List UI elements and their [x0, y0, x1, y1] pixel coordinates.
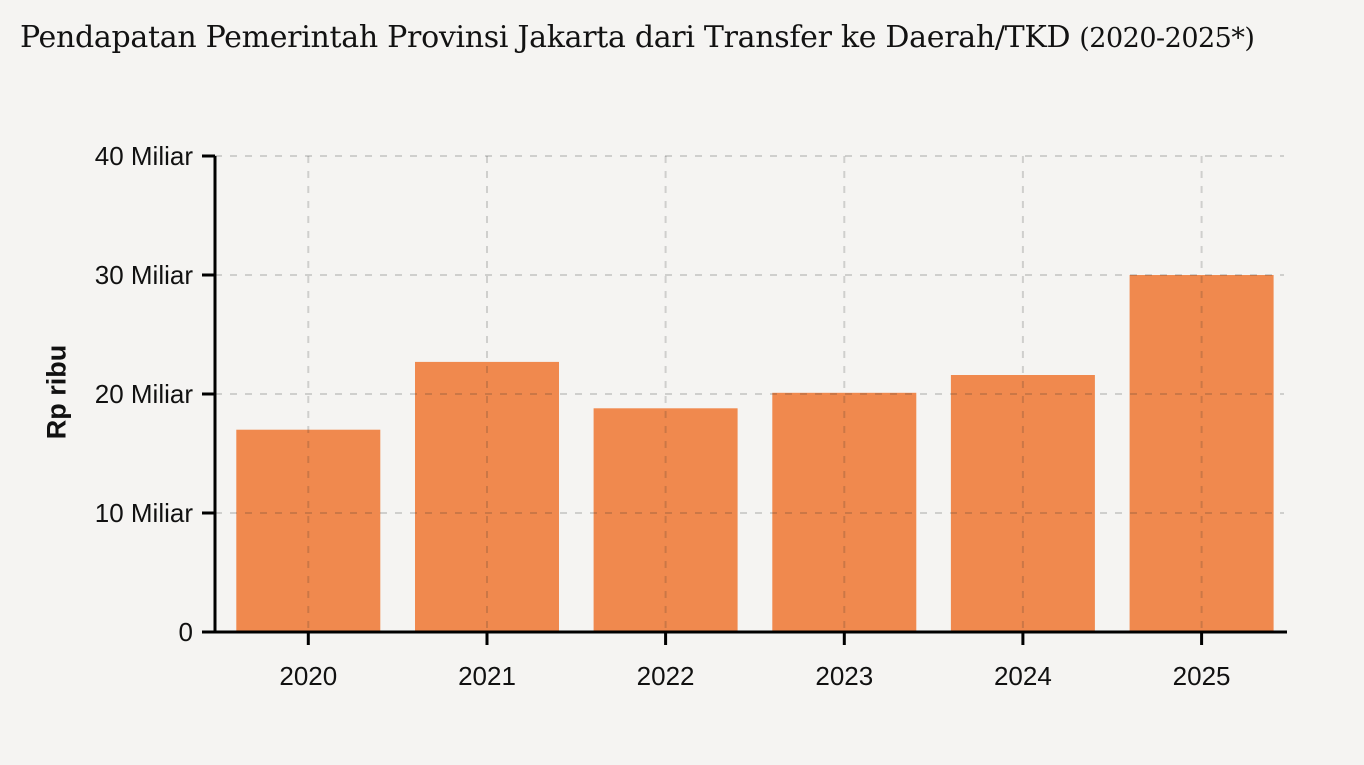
x-tick-label-2023: 2023	[815, 661, 873, 691]
chart-title-period: (2020-2025*)	[1079, 23, 1255, 54]
x-tick-label-2021: 2021	[458, 661, 516, 691]
bar-2020	[236, 429, 381, 632]
y-tick-label-0: 0	[179, 617, 193, 647]
y-axis-title: Rp ribu	[41, 344, 72, 440]
x-tick-label-2020: 2020	[279, 661, 337, 691]
bar-2024	[950, 375, 1095, 632]
bar-2025	[1129, 275, 1274, 632]
chart-title-text: Pendapatan Pemerintah Provinsi Jakarta d…	[20, 20, 1071, 55]
x-tick-label-2025: 2025	[1173, 661, 1231, 691]
x-tick-label-2022: 2022	[637, 661, 695, 691]
bar-2021	[415, 361, 559, 632]
y-tick-label-20: 20 Miliar	[95, 379, 194, 409]
y-tick-label-40: 40 Miliar	[95, 141, 194, 171]
y-tick-label-10: 10 Miliar	[95, 498, 194, 528]
chart-title: Pendapatan Pemerintah Provinsi Jakarta d…	[20, 20, 1255, 56]
bar-2022	[593, 408, 738, 632]
y-tick-label-30: 30 Miliar	[95, 260, 194, 290]
x-tick-label-2024: 2024	[994, 661, 1052, 691]
bar-2023	[772, 392, 917, 632]
